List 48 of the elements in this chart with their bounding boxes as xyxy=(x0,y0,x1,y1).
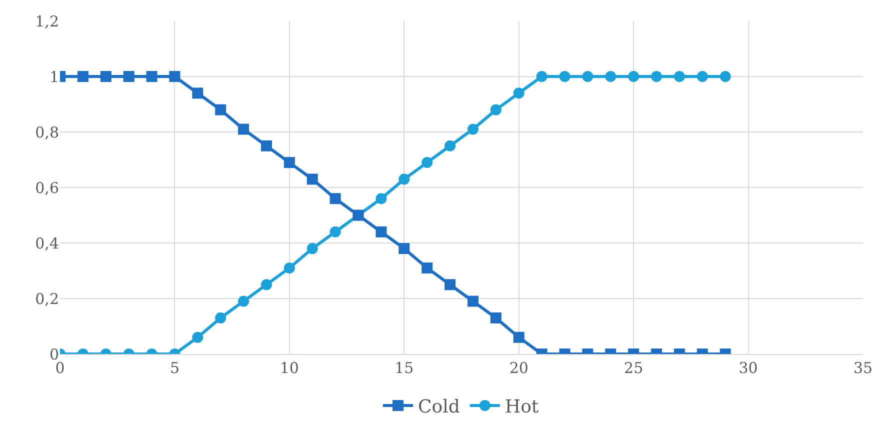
point xyxy=(192,88,204,99)
point xyxy=(398,174,410,185)
point xyxy=(513,88,524,99)
point xyxy=(696,71,708,82)
point xyxy=(123,71,134,82)
y-tick-label: 1,2 xyxy=(35,12,59,30)
y-tick-label: 0,4 xyxy=(35,234,59,252)
x-tick-label: 15 xyxy=(394,359,414,377)
point xyxy=(146,71,158,82)
point xyxy=(467,124,478,135)
point xyxy=(284,262,295,274)
x-tick-label: 30 xyxy=(738,359,758,377)
point xyxy=(536,71,548,82)
point xyxy=(720,71,731,82)
point xyxy=(238,124,250,135)
point xyxy=(605,71,616,82)
point xyxy=(628,71,640,82)
y-tick-label: 0 xyxy=(49,345,59,364)
point xyxy=(376,193,387,204)
point xyxy=(490,104,502,116)
point xyxy=(444,140,456,152)
point xyxy=(260,140,272,152)
point xyxy=(169,71,180,82)
legend-label: Cold xyxy=(418,396,460,418)
point xyxy=(77,71,88,82)
point xyxy=(100,71,112,82)
point xyxy=(376,226,387,238)
x-tick-label: 35 xyxy=(853,359,873,377)
legend-label: Hot xyxy=(504,396,540,418)
y-tick-label: 1 xyxy=(49,68,59,86)
point xyxy=(215,104,226,116)
point xyxy=(582,71,594,82)
x-tick-label: 25 xyxy=(624,359,644,377)
point xyxy=(330,226,341,238)
point xyxy=(651,71,662,82)
point xyxy=(284,157,295,168)
y-tick-label: 0,2 xyxy=(35,290,59,308)
point xyxy=(306,174,318,185)
point xyxy=(330,193,341,204)
point xyxy=(559,71,570,82)
point xyxy=(422,262,433,274)
point xyxy=(674,71,685,82)
y-tick-label: 0,8 xyxy=(35,123,59,142)
point xyxy=(422,157,433,168)
y-tick-label: 0,6 xyxy=(35,178,59,197)
x-tick-label: 20 xyxy=(509,359,528,377)
x-tick-label: 10 xyxy=(280,359,299,377)
x-tick-label: 5 xyxy=(170,359,180,377)
